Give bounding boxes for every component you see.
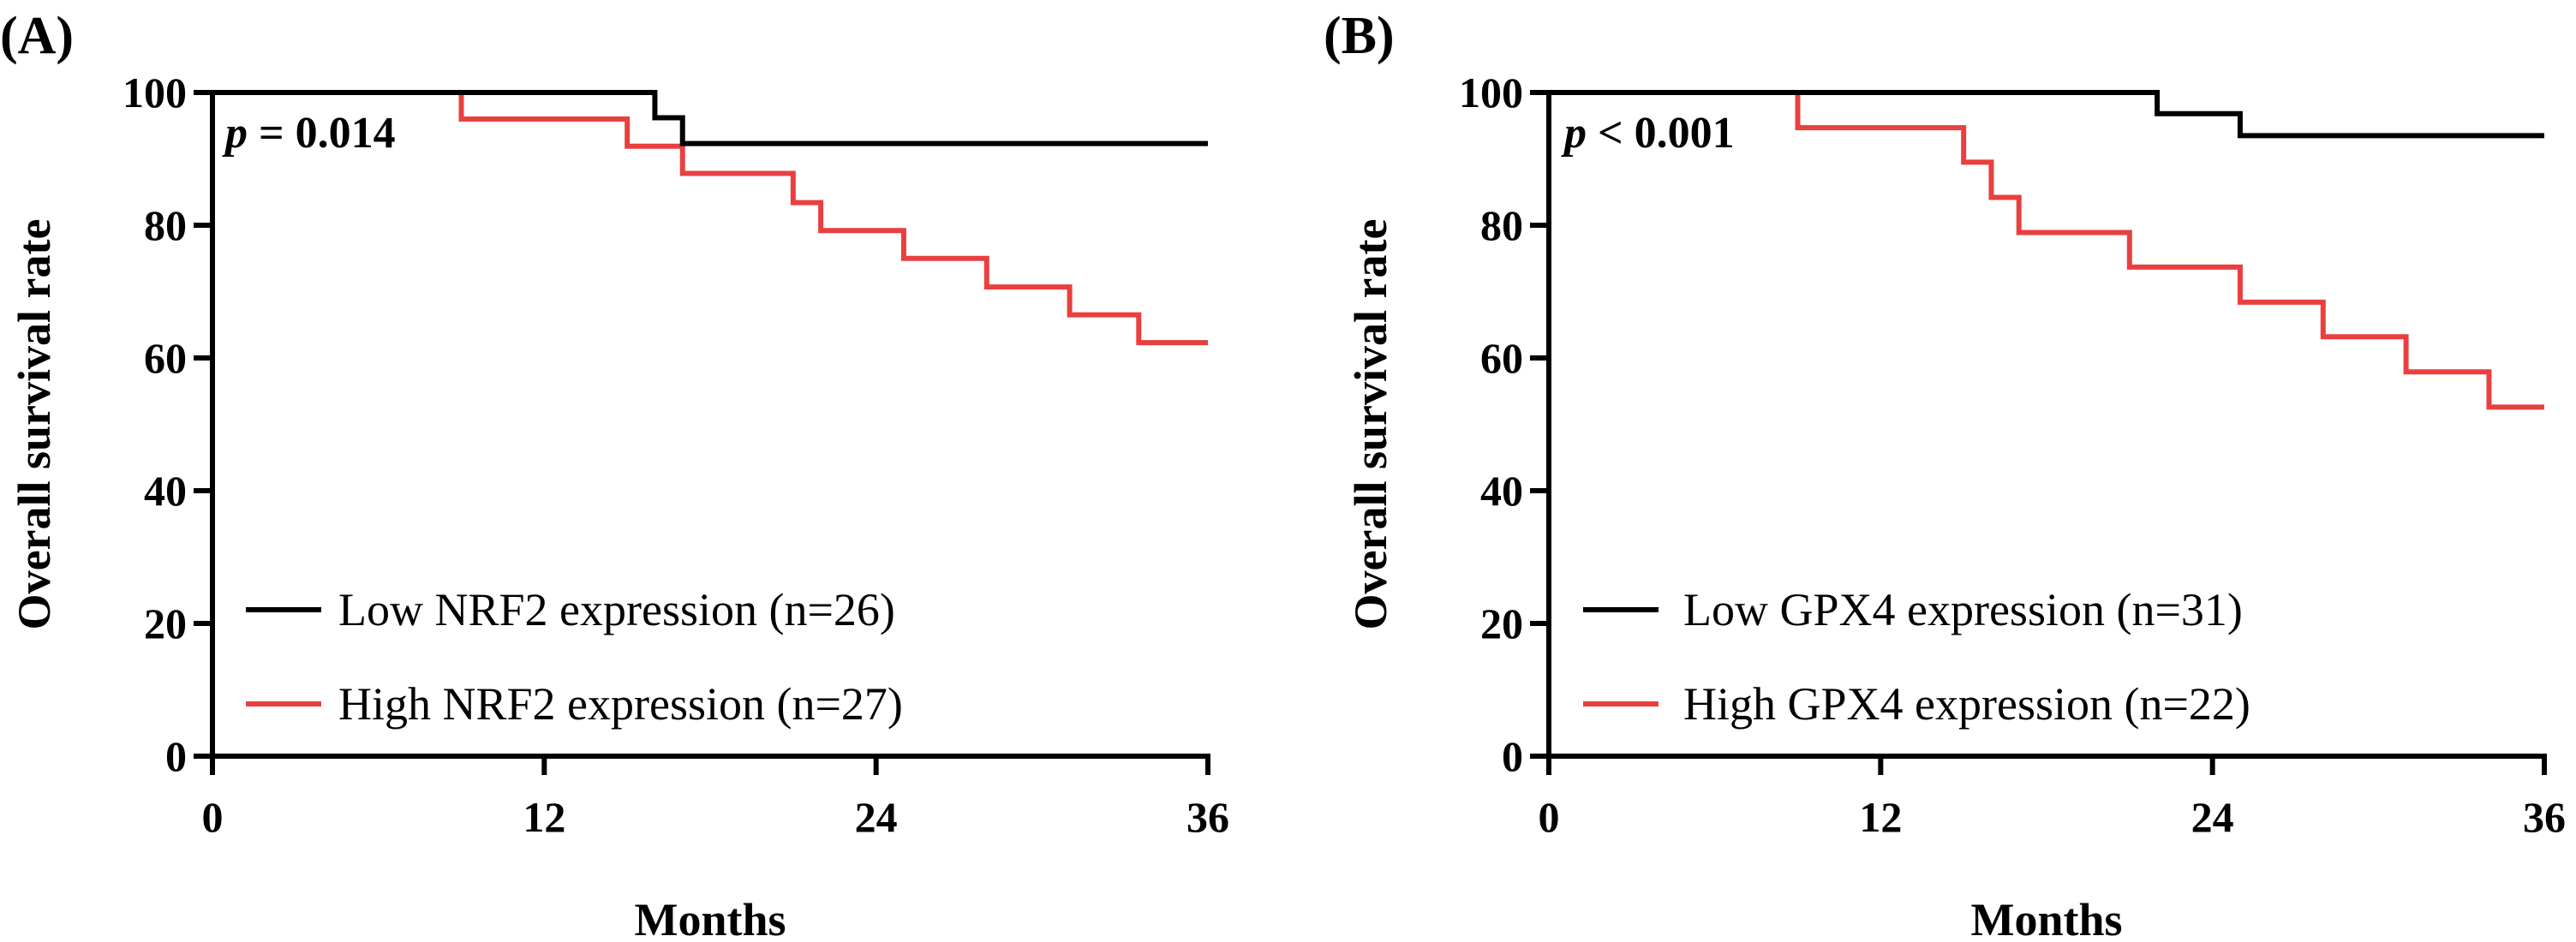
panel-label: (A) bbox=[0, 7, 74, 65]
x-axis-title: Months bbox=[1970, 894, 2122, 942]
y-tick-label: 80 bbox=[1480, 201, 1523, 249]
x-tick-label: 12 bbox=[1859, 793, 1902, 841]
y-tick-label: 100 bbox=[1459, 69, 1523, 116]
p-value: < 0.001 bbox=[1587, 109, 1735, 158]
y-tick-label: 100 bbox=[123, 69, 187, 116]
y-axis-title: Overall survival rate bbox=[1345, 219, 1396, 630]
y-tick-label: 0 bbox=[1502, 732, 1523, 780]
y-tick-label: 80 bbox=[144, 201, 187, 249]
x-tick-label: 12 bbox=[523, 793, 565, 841]
x-tick-label: 24 bbox=[2191, 793, 2234, 841]
survival-curve-high bbox=[212, 90, 1208, 346]
legend-label: Low GPX4 expression (n=31) bbox=[1683, 584, 2243, 635]
legend-label: High GPX4 expression (n=22) bbox=[1683, 678, 2250, 730]
p-symbol: p bbox=[222, 109, 248, 158]
legend-label: High NRF2 expression (n=27) bbox=[338, 678, 903, 730]
panel-label: (B) bbox=[1324, 7, 1395, 65]
x-axis-title: Months bbox=[634, 894, 786, 942]
y-tick-label: 60 bbox=[144, 334, 187, 382]
x-tick-label: 36 bbox=[2523, 793, 2566, 841]
x-tick-label: 24 bbox=[855, 793, 898, 841]
survival-curve-high bbox=[1549, 90, 2544, 410]
survival-curve-low bbox=[212, 90, 1208, 146]
y-tick-label: 60 bbox=[1480, 334, 1523, 382]
y-tick-label: 20 bbox=[1480, 599, 1523, 647]
x-tick-label: 36 bbox=[1186, 793, 1229, 841]
survival-curve-low bbox=[1549, 90, 2544, 139]
p-symbol: p bbox=[1561, 109, 1587, 158]
y-tick-label: 40 bbox=[144, 467, 187, 515]
legend-label: Low NRF2 expression (n=26) bbox=[338, 584, 895, 635]
p-value-annotation: p = 0.014 bbox=[222, 109, 396, 158]
panel-b: (B) 0 20 40 60 80 100 0 12 24 36 Months Overall surv… bbox=[1324, 7, 2566, 942]
y-axis-title: Overall survival rate bbox=[9, 219, 60, 630]
x-tick-label: 0 bbox=[1539, 793, 1560, 841]
x-tick-label: 0 bbox=[202, 793, 224, 841]
p-value-annotation: p < 0.001 bbox=[1561, 109, 1735, 158]
y-tick-label: 20 bbox=[144, 599, 187, 647]
y-tick-label: 0 bbox=[165, 732, 187, 780]
panel-a: (A) 0 20 40 60 80 100 0 12 24 36 Months Overall surv… bbox=[0, 7, 1229, 942]
p-value: = 0.014 bbox=[248, 109, 396, 158]
y-tick-label: 40 bbox=[1480, 467, 1523, 515]
